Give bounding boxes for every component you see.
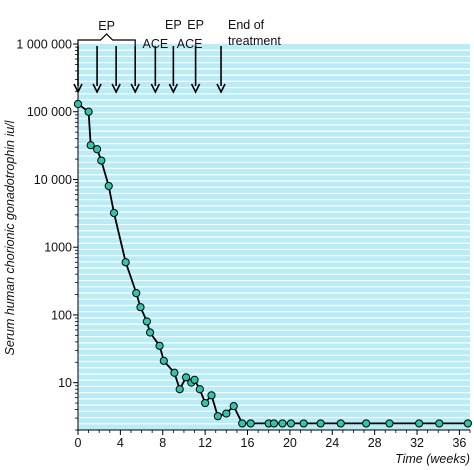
data-point (229, 402, 238, 411)
x-tick-label: 16 (241, 436, 255, 450)
x-tick-label: 0 (75, 436, 82, 450)
data-point (142, 317, 151, 326)
x-axis-title: Time (weeks) (395, 452, 470, 466)
annotation-label: EP (98, 19, 115, 33)
x-tick-label: 36 (452, 436, 466, 450)
annotation-label: treatment (228, 34, 281, 48)
x-tick-label: 4 (117, 436, 124, 450)
arrow-head (73, 83, 83, 94)
x-tick-label: 20 (283, 436, 297, 450)
x-tick-label: 8 (159, 436, 166, 450)
annotation-label: ACE (177, 37, 203, 51)
data-point (155, 341, 164, 350)
data-point (145, 328, 155, 337)
data-point (362, 419, 371, 428)
arrow-head (190, 83, 201, 94)
data-point (222, 409, 231, 418)
data-point (336, 419, 345, 428)
arrow-head (92, 83, 102, 94)
data-point (316, 419, 325, 428)
arrow-head (111, 83, 121, 94)
data-point (435, 419, 444, 428)
data-point (159, 356, 168, 365)
data-point (195, 385, 204, 394)
x-tick-label: 12 (198, 436, 212, 450)
data-point (190, 375, 199, 384)
annotation-label: ACE (142, 37, 168, 51)
y-tick-label: 1000 (44, 241, 72, 255)
data-point (286, 419, 296, 428)
data-point (463, 419, 472, 428)
data-point (97, 156, 106, 165)
data-point (201, 398, 210, 408)
data-point (415, 419, 424, 428)
grid-lines (78, 49, 470, 425)
data-point (181, 373, 191, 382)
data-point (278, 419, 287, 428)
data-point (213, 412, 222, 421)
arrow-head (216, 83, 226, 94)
annotation-label: EP (187, 18, 204, 32)
y-tick-label: 100 (51, 308, 72, 322)
cycle-bracket (77, 33, 136, 46)
series (73, 99, 472, 428)
data-point (299, 419, 308, 428)
data-point (269, 419, 279, 428)
treatment-annotations: EP ACE EP ACE EP End of treatment (73, 18, 281, 94)
y-tick-label: 10 000 (34, 173, 72, 187)
arrow-head (130, 83, 140, 94)
data-point (92, 145, 102, 154)
data-point (73, 99, 83, 109)
x-tick-label: 24 (325, 436, 339, 450)
arrow-head (150, 83, 161, 94)
data-point (246, 419, 255, 428)
y-tick-label: 100 000 (27, 105, 72, 119)
annotation-label: EP (165, 18, 182, 32)
annotation-label: End of (228, 18, 265, 32)
axes: 10 100 1000 10 000 100 000 1 000 000 0 4 8 12 16 20… (16, 38, 471, 450)
data-point (136, 303, 145, 312)
y-tick-label: 10 (58, 376, 72, 390)
x-tick-label: 32 (410, 436, 424, 450)
data-point (121, 258, 130, 267)
x-tick-label: 28 (368, 436, 382, 450)
data-point (238, 419, 247, 428)
data-point (132, 289, 141, 298)
data-point (385, 419, 394, 428)
arrow-head (168, 83, 179, 94)
y-tick-label: 1 000 000 (16, 38, 72, 52)
data-point (170, 368, 179, 377)
data-point (109, 208, 119, 218)
data-point (175, 385, 184, 394)
data-point (86, 141, 95, 150)
data-point (104, 181, 113, 191)
data-point (84, 107, 93, 116)
data-point (207, 391, 216, 400)
y-axis-title: Serum human chorionic gonadotrophin iu/l (3, 119, 17, 355)
